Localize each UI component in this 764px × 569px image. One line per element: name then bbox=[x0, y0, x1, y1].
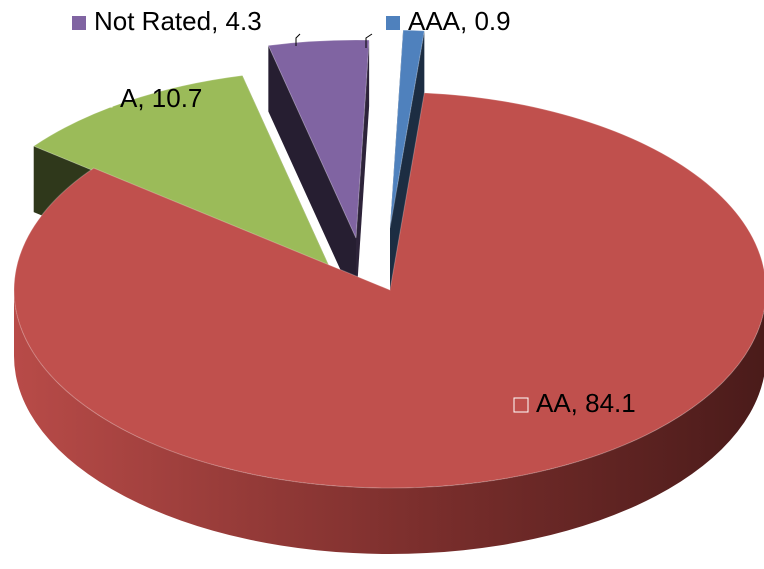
data-label-a-swatch bbox=[97, 92, 113, 108]
slice-not-rated bbox=[267, 39, 370, 305]
leader-line-aaa bbox=[365, 33, 373, 48]
data-label-not-rated-text: Not Rated, 4.3 bbox=[94, 6, 262, 36]
slice-not-rated-face-end bbox=[356, 40, 370, 305]
data-label-not-rated: Not Rated, 4.3 bbox=[72, 6, 262, 36]
pie-slices bbox=[13, 29, 764, 554]
slice-aa-side bbox=[14, 290, 764, 554]
slice-a-top bbox=[32, 74, 331, 269]
data-label-aa-text: AA, 84.1 bbox=[536, 388, 636, 418]
pie-labels: AAA, 0.9 AA, 84.1 A, 10.7 Not Rated, 4.3 bbox=[72, 6, 636, 418]
data-label-a-text: A, 10.7 bbox=[120, 83, 202, 113]
slice-not-rated-top bbox=[267, 39, 370, 239]
data-label-aaa: AAA, 0.9 bbox=[386, 6, 511, 36]
slice-not-rated-face-start bbox=[268, 45, 356, 305]
data-label-aaa-swatch bbox=[386, 16, 400, 30]
data-label-aa-swatch bbox=[513, 397, 529, 413]
data-label-not-rated-swatch bbox=[72, 16, 86, 30]
data-label-aaa-text: AAA, 0.9 bbox=[408, 6, 511, 36]
slice-aa-top bbox=[13, 92, 764, 489]
leader-line-not-rated bbox=[295, 33, 301, 46]
slice-aa bbox=[13, 92, 764, 554]
slice-aaa-top bbox=[389, 29, 425, 229]
slice-aaa-face-end bbox=[390, 30, 425, 295]
slice-aaa bbox=[389, 29, 425, 295]
data-label-aa: AA, 84.1 bbox=[513, 388, 636, 418]
data-label-a: A, 10.7 bbox=[97, 83, 202, 113]
